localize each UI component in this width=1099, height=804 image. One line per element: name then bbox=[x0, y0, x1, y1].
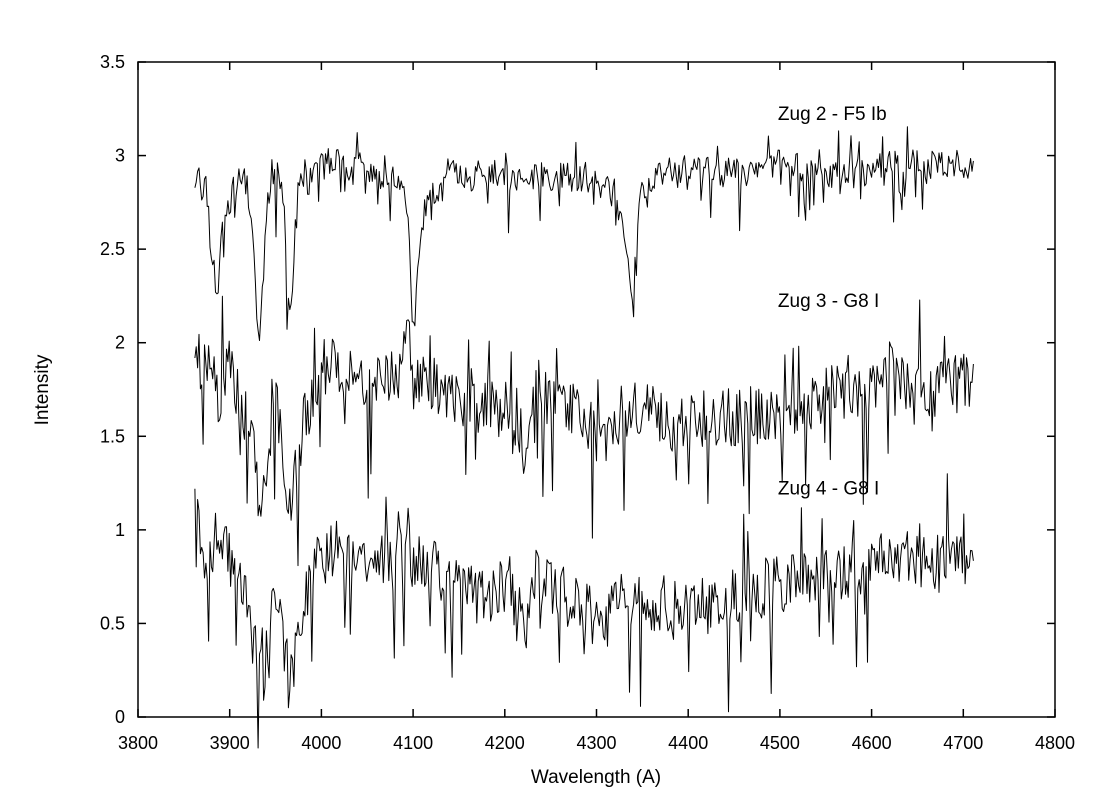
spectrum-line-2 bbox=[194, 295, 974, 567]
series-label-1: Zug 2 - F5 Ib bbox=[778, 104, 887, 125]
y-tick-label: 2.5 bbox=[100, 239, 125, 259]
x-tick-label: 4600 bbox=[852, 733, 892, 753]
y-tick-label: 1 bbox=[115, 520, 125, 540]
x-tick-label: 4400 bbox=[668, 733, 708, 753]
y-tick-label: 2 bbox=[115, 333, 125, 353]
x-tick-label: 4500 bbox=[760, 733, 800, 753]
x-tick-label: 3900 bbox=[210, 733, 250, 753]
axis-ticks: 3800 3900 4000 4100 4200 4300 4400 4500 4600 4700… bbox=[100, 52, 1075, 753]
series-labels: Zug 2 - F5 Ib Zug 3 - G8 I Zug 4 - G8 I bbox=[778, 104, 887, 499]
x-tick-label: 4000 bbox=[301, 733, 341, 753]
y-tick-label: 0 bbox=[115, 707, 125, 727]
y-axis-title: Intensity bbox=[32, 354, 53, 425]
spectrum-line-3 bbox=[194, 473, 974, 749]
x-tick-label: 4200 bbox=[485, 733, 525, 753]
y-tick-label: 0.5 bbox=[100, 613, 125, 633]
y-tick-label: 3 bbox=[115, 146, 125, 166]
x-tick-label: 4700 bbox=[943, 733, 983, 753]
x-tick-label: 4100 bbox=[393, 733, 433, 753]
series-label-2: Zug 3 - G8 I bbox=[778, 291, 879, 312]
spectrum-line-1 bbox=[194, 126, 974, 341]
y-tick-label: 3.5 bbox=[100, 52, 125, 72]
x-tick-label: 4800 bbox=[1035, 733, 1075, 753]
spectra-lines bbox=[194, 126, 974, 749]
x-axis-title: Wavelength (A) bbox=[531, 767, 661, 788]
y-tick-label: 1.5 bbox=[100, 426, 125, 446]
x-tick-label: 4300 bbox=[576, 733, 616, 753]
x-tick-label: 3800 bbox=[118, 733, 158, 753]
series-label-3: Zug 4 - G8 I bbox=[778, 478, 879, 499]
